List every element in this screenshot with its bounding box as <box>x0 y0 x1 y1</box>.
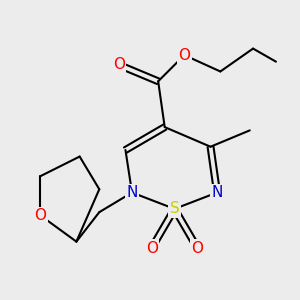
Text: O: O <box>34 208 46 223</box>
Text: N: N <box>212 185 223 200</box>
Text: O: O <box>113 57 125 72</box>
Text: O: O <box>191 241 203 256</box>
Text: S: S <box>170 201 179 216</box>
Text: N: N <box>126 185 138 200</box>
Text: O: O <box>146 241 158 256</box>
Text: O: O <box>178 48 190 63</box>
